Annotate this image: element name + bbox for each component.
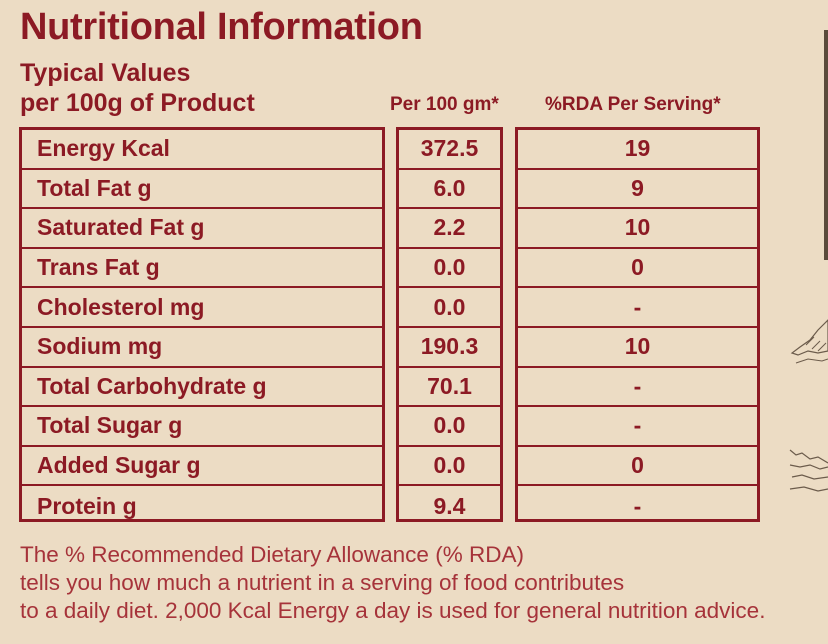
typical-values-label: Typical Values per 100g of Product: [20, 58, 255, 118]
rda-cell: -: [518, 407, 757, 447]
nutrient-name-cell: Protein g: [37, 492, 137, 519]
per-100g-cell: 6.0: [399, 170, 500, 210]
nutrient-name-cell: Sodium mg: [22, 328, 382, 368]
nutrient-name-cell: Cholesterol mg: [22, 288, 382, 328]
per-100g-cell: 2.2: [399, 209, 500, 249]
typical-values-line1: Typical Values: [20, 59, 191, 87]
rda-cell: 0: [518, 249, 757, 289]
rda-header: %RDA Per Serving*: [545, 94, 721, 115]
per-100g-cell: 70.1: [399, 368, 500, 408]
rda-cell: 0: [518, 447, 757, 487]
per-100g-cell: 9.4: [433, 492, 466, 519]
nutrient-name-cell: Trans Fat g: [22, 249, 382, 289]
nutrient-name-cell: Added Sugar g: [22, 447, 382, 487]
per-100g-cell: 0.0: [399, 288, 500, 328]
rda-cell: 19: [518, 130, 757, 170]
footnote-line1: The % Recommended Dietary Allowance (% R…: [20, 542, 524, 567]
per-100g-header: Per 100 gm*: [390, 94, 499, 115]
nutrient-name-cell: Total Sugar g: [22, 407, 382, 447]
nutrient-name-cell: Energy Kcal: [22, 130, 382, 170]
per-100g-column: 372.5 6.0 2.2 0.0 0.0 190.3 70.1 0.0 0.0…: [396, 127, 503, 522]
per-100g-cell: 190.3: [399, 328, 500, 368]
typical-values-line2: per 100g of Product: [20, 89, 255, 117]
rda-cell: -: [518, 368, 757, 408]
rda-cell: 9: [518, 170, 757, 210]
rda-column: 19 9 10 0 - 10 - - 0 -: [515, 127, 760, 522]
nutrient-name-column: Energy Kcal Total Fat g Saturated Fat g …: [19, 127, 385, 522]
nutrient-name-cell: Saturated Fat g: [22, 209, 382, 249]
per-100g-cell: 0.0: [399, 447, 500, 487]
per-100g-cell: 0.0: [399, 407, 500, 447]
rda-cell: 10: [518, 328, 757, 368]
per-100g-cell: 372.5: [399, 130, 500, 170]
per-100g-cell: 0.0: [399, 249, 500, 289]
edge-divider: [824, 30, 828, 260]
sketch-illustration-icon: [789, 449, 828, 492]
footnote-line2: tells you how much a nutrient in a servi…: [20, 570, 625, 595]
footnote-line3: to a daily diet. 2,000 Kcal Energy a day…: [20, 598, 766, 623]
nutrient-name-cell: Total Fat g: [22, 170, 382, 210]
rda-cell: -: [633, 492, 642, 519]
sketch-illustration-icon: [790, 319, 828, 364]
page-title: Nutritional Information: [20, 6, 423, 48]
nutrient-name-cell: Total Carbohydrate g: [22, 368, 382, 408]
rda-cell: 10: [518, 209, 757, 249]
rda-cell: -: [518, 288, 757, 328]
rda-footnote: The % Recommended Dietary Allowance (% R…: [20, 541, 765, 625]
